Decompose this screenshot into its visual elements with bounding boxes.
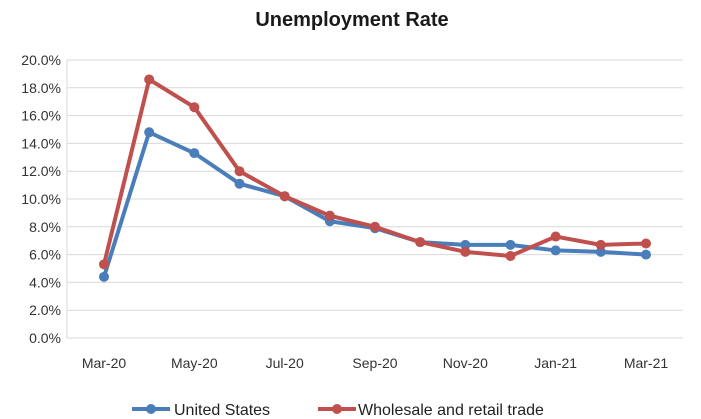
data-point xyxy=(189,102,200,113)
x-tick-label: Mar-20 xyxy=(82,355,127,371)
data-point xyxy=(370,221,380,232)
y-tick-label: 2.0% xyxy=(29,302,61,318)
series-line xyxy=(102,77,648,267)
y-tick-label: 14.0% xyxy=(21,135,61,151)
data-point xyxy=(324,210,335,221)
y-tick-label: 20.0% xyxy=(21,52,61,68)
data-point xyxy=(505,250,516,261)
data-point xyxy=(189,148,200,159)
data-point xyxy=(505,239,516,250)
series-wholesale-retail xyxy=(99,74,651,270)
x-tick-label: May-20 xyxy=(171,355,218,371)
data-point xyxy=(144,74,155,85)
series-line xyxy=(102,130,648,279)
gridlines xyxy=(66,59,683,339)
legend-label: Wholesale and retail trade xyxy=(358,402,544,419)
x-tick-label: Jul-20 xyxy=(266,355,304,371)
x-tick-label: Mar-21 xyxy=(624,355,669,371)
data-point xyxy=(550,245,561,256)
data-point xyxy=(99,259,109,270)
y-tick-label: 12.0% xyxy=(21,163,61,179)
legend-item: Wholesale and retail trade xyxy=(318,402,544,419)
data-point xyxy=(595,239,606,250)
y-tick-label: 0.0% xyxy=(29,330,61,346)
data-point xyxy=(550,231,561,242)
x-tick-label: Sep-20 xyxy=(352,355,397,371)
legend-marker xyxy=(146,404,156,414)
data-point xyxy=(415,237,426,248)
series-lines xyxy=(99,74,651,282)
legend: United States Wholesale and retail trade xyxy=(132,402,544,419)
legend-marker xyxy=(332,404,342,414)
y-tick-label: 4.0% xyxy=(29,274,61,290)
data-point xyxy=(460,239,471,250)
series-united-states xyxy=(99,127,651,282)
data-point xyxy=(460,246,471,257)
y-axis-ticks: 0.0% 2.0% 4.0% 6.0% 8.0% 10.0% 12.0% 14.0% 16.0%… xyxy=(21,52,61,346)
chart-title: Unemployment Rate xyxy=(255,9,448,31)
data-point xyxy=(279,191,290,202)
x-axis-ticks: Mar-20 May-20 Jul-20 Sep-20 Nov-20 Jan-21 Mar-… xyxy=(82,355,669,371)
y-tick-label: 6.0% xyxy=(29,247,61,263)
data-point xyxy=(234,166,245,177)
y-tick-label: 18.0% xyxy=(21,80,61,96)
x-tick-label: Nov-20 xyxy=(443,355,488,371)
data-point xyxy=(641,249,651,260)
x-tick-label: Jan-21 xyxy=(534,355,577,371)
data-point xyxy=(595,246,606,257)
y-tick-label: 16.0% xyxy=(21,108,61,124)
data-point xyxy=(234,178,245,189)
data-point xyxy=(144,127,155,138)
legend-label: United States xyxy=(174,402,270,419)
y-tick-label: 8.0% xyxy=(29,219,61,235)
data-point xyxy=(99,271,109,282)
legend-item: United States xyxy=(132,402,270,419)
data-point xyxy=(641,238,651,249)
y-tick-label: 10.0% xyxy=(21,191,61,207)
